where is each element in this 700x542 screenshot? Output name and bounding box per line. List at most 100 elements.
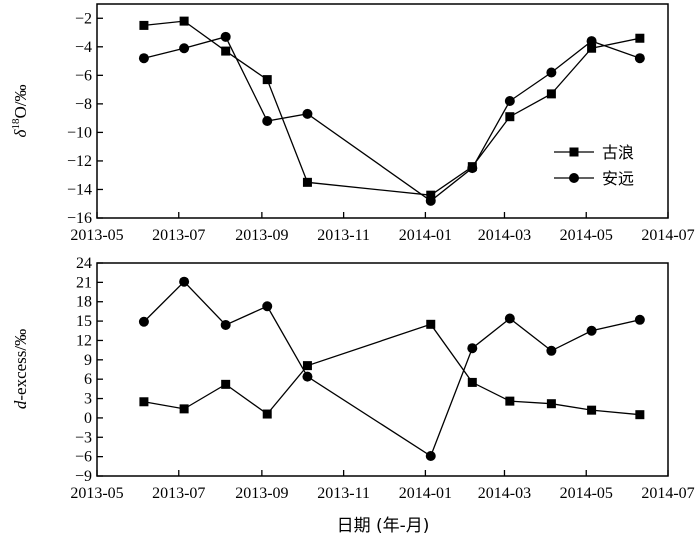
series-line-circle	[143, 36, 641, 202]
y-tick-label: 6	[84, 371, 92, 388]
bottom-y-ticks: 24 21 18 15 12 9 6 3 0 −3 −6 −9	[75, 255, 103, 485]
legend-marker-circle	[569, 173, 579, 183]
x-tick-label: 2013-07	[152, 485, 205, 502]
bottom-plot-frame	[96, 262, 669, 477]
top-x-ticks: 2013-05 2013-07 2013-09 2013-11 2014-01 2014-…	[70, 212, 695, 244]
data-point-square	[139, 397, 149, 407]
top-ylabel-superscript: 18	[10, 118, 22, 130]
y-tick-label: 24	[76, 255, 92, 272]
x-tick-label: 2013-09	[235, 227, 288, 244]
x-tick-label: 2014-07	[641, 485, 694, 502]
x-tick-label: 2013-05	[70, 485, 123, 502]
top-y-ticks: −2 −4 −6 −8 −10 −12 −14 −16	[67, 10, 103, 227]
y-tick-label: 3	[84, 391, 92, 408]
series-line-circle	[143, 280, 640, 457]
data-point-square	[505, 112, 515, 122]
x-tick-label: 2014-01	[399, 227, 452, 244]
data-point-square	[467, 377, 477, 387]
series-line-square	[143, 20, 640, 196]
data-point-circle	[262, 115, 273, 126]
data-point-circle	[467, 343, 478, 354]
bottom-ylabel-d: d	[11, 400, 30, 409]
y-tick-label: −6	[75, 449, 92, 466]
data-point-circle	[504, 313, 515, 324]
data-point-square	[635, 410, 645, 420]
x-tick-label: 2014-01	[399, 485, 452, 502]
y-tick-label: −3	[75, 429, 92, 446]
data-point-circle	[220, 319, 231, 330]
x-tick-label: 2014-07	[641, 227, 694, 244]
x-tick-label: 2013-09	[235, 485, 288, 502]
y-tick-label: −9	[75, 468, 92, 485]
series-line-square	[143, 323, 640, 416]
data-point-square	[505, 396, 515, 406]
legend-label: 安远	[602, 169, 634, 188]
x-tick-label: 2014-03	[478, 485, 531, 502]
data-point-circle	[425, 195, 436, 206]
data-point-square	[302, 177, 312, 187]
data-point-square	[262, 75, 272, 85]
data-point-square	[262, 409, 272, 419]
x-tick-label: 2013-11	[317, 485, 370, 502]
y-tick-label: −8	[75, 96, 92, 113]
y-tick-label: −16	[67, 210, 92, 227]
y-tick-label: 18	[76, 294, 92, 311]
data-point-circle	[302, 371, 313, 382]
data-point-square	[179, 16, 189, 26]
bottom-x-axis-title: 日期 (年-月)	[337, 516, 430, 536]
data-point-circle	[634, 53, 645, 64]
bottom-ylabel-rest: -excess/‰	[11, 329, 30, 401]
y-tick-label: −12	[67, 153, 92, 170]
y-tick-label: −14	[67, 181, 92, 198]
y-tick-label: −10	[67, 124, 92, 141]
x-tick-label: 2014-05	[560, 485, 613, 502]
data-point-circle	[138, 53, 149, 64]
data-point-circle	[546, 345, 557, 356]
data-point-square	[587, 405, 597, 415]
data-point-square	[635, 33, 645, 43]
y-tick-label: 0	[84, 410, 92, 427]
top-y-axis-title: δ18O/‰	[10, 85, 30, 138]
top-ylabel-delta: δ	[11, 128, 30, 137]
bottom-x-ticks: 2013-05 2013-07 2013-09 2013-11 2014-01 2014-…	[70, 470, 695, 502]
data-point-circle	[504, 96, 515, 107]
x-tick-label: 2013-05	[70, 227, 123, 244]
data-point-circle	[586, 36, 597, 47]
data-point-circle	[467, 163, 478, 174]
data-point-square	[139, 20, 149, 30]
data-point-circle	[634, 314, 645, 325]
data-point-square	[426, 190, 436, 200]
bottom-y-axis-title: d-excess/‰	[11, 329, 30, 409]
data-point-square	[179, 404, 189, 414]
x-tick-label: 2014-03	[478, 227, 531, 244]
data-point-circle	[179, 276, 190, 287]
data-point-circle	[302, 108, 313, 119]
x-tick-label: 2014-05	[560, 227, 613, 244]
data-point-circle	[138, 316, 149, 327]
data-point-circle	[262, 301, 273, 312]
y-tick-label: 9	[84, 352, 92, 369]
data-point-square	[546, 399, 556, 409]
data-point-circle	[179, 43, 190, 54]
data-point-circle	[220, 31, 231, 42]
y-tick-label: 12	[76, 332, 92, 349]
data-point-square	[587, 43, 597, 53]
y-tick-label: −4	[75, 39, 92, 56]
y-tick-label: −2	[75, 10, 92, 27]
top-series-group	[138, 16, 645, 206]
y-tick-label: 15	[76, 313, 92, 330]
data-point-circle	[546, 67, 557, 78]
data-point-square	[546, 89, 556, 99]
legend-label: 古浪	[602, 143, 634, 162]
data-point-square	[426, 319, 436, 329]
top-ylabel-rest: O/‰	[11, 85, 30, 119]
y-tick-label: 21	[76, 274, 92, 291]
y-tick-label: −6	[75, 67, 92, 84]
data-point-circle	[425, 450, 436, 461]
legend-marker-square	[569, 147, 579, 157]
panel-delta18o: −2−4−6−8−10−12−14−16 2013-05 2013-07 2013-…	[10, 3, 695, 244]
x-tick-label: 2013-11	[317, 227, 370, 244]
